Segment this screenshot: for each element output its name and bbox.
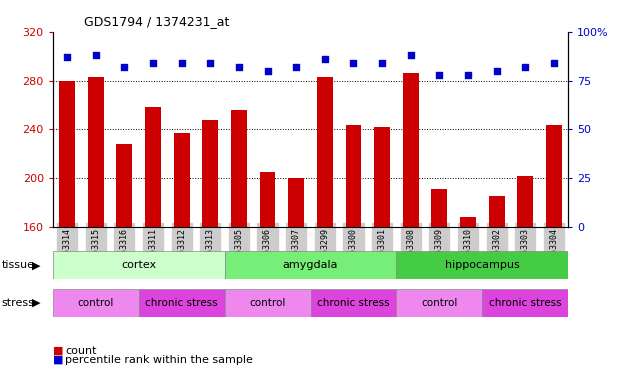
Bar bbox=[231, 110, 247, 227]
Text: chronic stress: chronic stress bbox=[489, 298, 561, 308]
Text: ■: ■ bbox=[53, 355, 63, 365]
Point bbox=[435, 72, 445, 78]
Point bbox=[549, 60, 559, 66]
Bar bbox=[117, 144, 132, 227]
Point bbox=[291, 64, 301, 70]
Bar bbox=[374, 127, 390, 227]
Text: ▶: ▶ bbox=[32, 298, 41, 308]
Point bbox=[177, 60, 187, 66]
Bar bbox=[145, 107, 161, 227]
Bar bbox=[403, 74, 419, 227]
Bar bbox=[260, 172, 276, 227]
Point bbox=[91, 52, 101, 58]
Bar bbox=[310, 289, 396, 317]
Text: cortex: cortex bbox=[121, 260, 156, 270]
Text: control: control bbox=[421, 298, 458, 308]
Text: tissue: tissue bbox=[1, 260, 34, 270]
Point bbox=[62, 54, 72, 60]
Bar bbox=[59, 81, 75, 227]
Bar bbox=[225, 289, 310, 317]
Text: chronic stress: chronic stress bbox=[317, 298, 390, 308]
Text: control: control bbox=[250, 298, 286, 308]
Point bbox=[148, 60, 158, 66]
Text: hippocampus: hippocampus bbox=[445, 260, 520, 270]
Bar bbox=[489, 196, 504, 227]
Bar bbox=[53, 251, 225, 279]
Point bbox=[406, 52, 415, 58]
Text: stress: stress bbox=[1, 298, 34, 308]
Bar bbox=[432, 189, 447, 227]
Bar bbox=[546, 124, 562, 227]
Bar bbox=[202, 120, 218, 227]
Bar bbox=[396, 289, 483, 317]
Text: ■: ■ bbox=[53, 346, 63, 355]
Bar bbox=[288, 178, 304, 227]
Point bbox=[234, 64, 244, 70]
Bar bbox=[483, 289, 568, 317]
Point bbox=[348, 60, 358, 66]
Text: percentile rank within the sample: percentile rank within the sample bbox=[65, 355, 253, 365]
Point bbox=[377, 60, 387, 66]
Bar bbox=[317, 77, 333, 227]
Bar bbox=[53, 289, 138, 317]
Text: chronic stress: chronic stress bbox=[145, 298, 218, 308]
Bar bbox=[345, 124, 361, 227]
Bar bbox=[396, 251, 568, 279]
Text: control: control bbox=[78, 298, 114, 308]
Point bbox=[119, 64, 129, 70]
Bar bbox=[138, 289, 225, 317]
Point bbox=[206, 60, 215, 66]
Point bbox=[263, 68, 273, 74]
Text: count: count bbox=[65, 346, 97, 355]
Point bbox=[320, 56, 330, 62]
Point bbox=[520, 64, 530, 70]
Bar bbox=[225, 251, 396, 279]
Bar bbox=[460, 217, 476, 227]
Point bbox=[492, 68, 502, 74]
Point bbox=[463, 72, 473, 78]
Bar bbox=[88, 77, 104, 227]
Text: GDS1794 / 1374231_at: GDS1794 / 1374231_at bbox=[84, 15, 229, 28]
Text: ▶: ▶ bbox=[32, 260, 41, 270]
Bar bbox=[174, 133, 189, 227]
Bar bbox=[517, 176, 533, 227]
Text: amygdala: amygdala bbox=[283, 260, 338, 270]
